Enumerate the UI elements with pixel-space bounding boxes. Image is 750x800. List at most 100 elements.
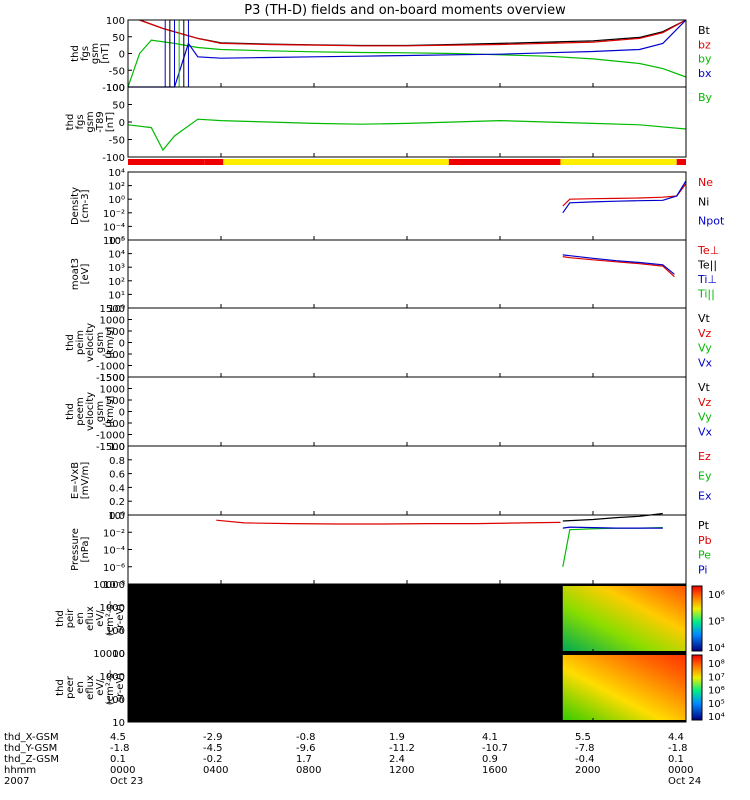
panel-frames (127, 19, 687, 723)
footer-label-1: thd_Y-GSM (4, 743, 57, 754)
y-tick-label-peer-2: 100 (106, 695, 125, 706)
mode-bar-segment-2 (223, 159, 449, 165)
y-tick-label-vi-1: 1000 (100, 316, 125, 327)
footer-value-0-2: 0.1 (110, 754, 126, 765)
legend-density-Npot: Npot (698, 215, 725, 228)
y-tick-label-peir-2: 100 (106, 626, 125, 637)
y-tick-label-fgs-2: 0 (119, 50, 125, 61)
series-pressure-Pb (216, 519, 561, 525)
y-label-vi-3: gsm (95, 332, 106, 353)
y-tick-label-pressure-4: 10⁻⁸ (103, 580, 125, 591)
footer-value-3-1: -11.2 (389, 743, 415, 754)
footer-value-1-0: -2.9 (203, 732, 223, 743)
y-label-peir-0: thd (55, 610, 66, 627)
series-layer (127, 19, 687, 567)
footer-value-3-3: 1200 (389, 765, 414, 776)
legend-ve-Vy: Vy (698, 411, 712, 424)
y-label-peer-5: (cm²-s- (105, 669, 116, 705)
y-tick-label-peir-1: 1000 (100, 603, 125, 614)
footer-label-3: hhmm (4, 765, 36, 776)
y-label-pressure-0: Pressure (70, 528, 81, 571)
y-tick-label-ve-4: -500 (102, 419, 125, 430)
series-temp-Te⊥ (562, 256, 675, 278)
footer-value-4-0: 4.1 (482, 732, 498, 743)
y-tick-label-pressure-3: 10⁻⁶ (103, 563, 125, 574)
legend-pressure-Pt: Pt (698, 519, 710, 532)
colorbar-peir (691, 585, 703, 652)
y-label-density-1: [cm-3] (80, 189, 91, 222)
series-fgs_filt-By (127, 118, 687, 152)
y-label-vi-4: [km/s] (105, 326, 116, 358)
y-tick-label-vi-4: -500 (102, 350, 125, 361)
footer-value-2-2: 1.7 (296, 754, 312, 765)
y-label-peer-4: eV/ (95, 679, 106, 696)
legend-temp-Ti||: Ti|| (697, 288, 715, 301)
y-label-peir-4: eV/ (95, 610, 106, 627)
footer-value-1-1: -4.5 (203, 743, 223, 754)
peer-spectrogram-data (562, 655, 686, 720)
y-label-fgs_filt-3: -T89 (95, 111, 106, 133)
footer-value-0-3: 0000 (110, 765, 135, 776)
colorbar-label-peer-0: 10⁸ (708, 659, 725, 670)
legend-temp-Te||: Te|| (697, 259, 717, 272)
colorbar-label-peir-1: 10⁵ (708, 617, 725, 628)
mode-bar-segment-1 (204, 159, 224, 165)
colorbar-label-peer-2: 10⁶ (708, 686, 725, 697)
y-tick-label-vi-5: -1000 (96, 362, 125, 373)
footer-value-2-1: -9.6 (296, 743, 316, 754)
footer-value-6-0: 4.4 (668, 732, 684, 743)
y-tick-label-density-0: 10⁴ (108, 168, 125, 179)
y-tick-label-temp-3: 10² (108, 277, 125, 288)
footer-value-4-2: 0.9 (482, 754, 498, 765)
panel-frame-fgs (127, 19, 687, 88)
y-tick-label-ve-1: 1000 (100, 385, 125, 396)
y-tick-label-density-4: 10⁻⁴ (103, 222, 125, 233)
footer-value-3-2: 2.4 (389, 754, 405, 765)
y-label-peir-2: en (75, 612, 86, 625)
y-label-fgs_filt-2: gsm (85, 111, 96, 132)
colorbar-label-peer-1: 10⁷ (708, 672, 725, 683)
y-label-efield-0: E=-VxB (70, 462, 81, 499)
peir-spectrogram-data (562, 586, 686, 651)
y-tick-label-efield-2: 0.6 (109, 470, 125, 481)
footer-value-4-1: -10.7 (482, 743, 508, 754)
colorbar-label-peir-2: 10⁴ (708, 643, 725, 654)
footer-value-2-3: 0800 (296, 765, 321, 776)
y-label-vi-1: peim (75, 330, 86, 355)
y-label-fgs_filt-1: fgs (75, 114, 86, 129)
y-label-ve-2: velocity (85, 392, 96, 431)
colorbar-label-peer-4: 10⁴ (708, 712, 725, 723)
legend-ve-Vt: Vt (698, 381, 711, 394)
panel-frame-vi (127, 307, 687, 378)
y-tick-label-ve-5: -1000 (96, 431, 125, 442)
mode-bar (128, 159, 686, 165)
footer-value-5-2: -0.4 (575, 754, 595, 765)
footer-label-0: thd_X-GSM (4, 732, 59, 743)
footer-value-6-2: 0.1 (668, 754, 684, 765)
y-label-vi-0: thd (65, 334, 76, 351)
legend-vi-Vy: Vy (698, 342, 712, 355)
footer-value-6-4: Oct 24 (668, 776, 701, 787)
y-tick-label-peer-0: 10000 (93, 649, 125, 660)
y-tick-label-efield-0: 1.0 (109, 442, 125, 453)
legend-vi-Vz: Vz (698, 327, 712, 340)
y-label-peer-6: sr-eV) (115, 673, 126, 702)
y-label-peer-0: thd (55, 679, 66, 696)
footer-value-5-1: -7.8 (575, 743, 595, 754)
footer-label-2: thd_Z-GSM (4, 754, 59, 765)
legend-fgs-Bt: Bt (698, 24, 711, 37)
y-tick-label-peir-3: 10 (112, 649, 125, 660)
footer-value-6-1: -1.8 (668, 743, 688, 754)
series-temp-Ti⊥ (562, 254, 675, 275)
y-tick-label-efield-1: 0.8 (109, 456, 125, 467)
colorbar-label-peir-0: 10⁶ (708, 590, 725, 601)
y-label-vi-2: velocity (85, 323, 96, 362)
y-tick-label-vi-6: -1500 (96, 373, 125, 384)
y-tick-label-density-3: 10⁻² (103, 209, 125, 220)
y-tick-label-efield-4: 0.2 (109, 497, 125, 508)
footer-value-3-0: 1.9 (389, 732, 405, 743)
y-label-peer-1: peer (65, 675, 76, 699)
y-tick-label-pressure-2: 10⁻⁴ (103, 546, 125, 557)
y-tick-label-fgs-1: 50 (112, 33, 125, 44)
